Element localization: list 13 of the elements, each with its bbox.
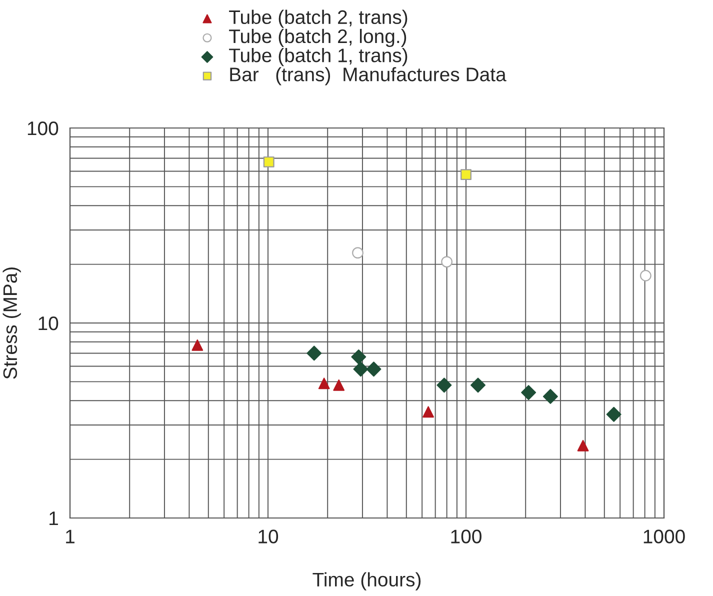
y-axis-title: Stress (MPa) [2,267,21,379]
y-tick-label: 1 [50,512,58,526]
legend-label: Bar (trans) Manufactures Data [230,67,506,86]
y-tick-label: 100 [28,121,58,136]
x-tick-label: 10 [258,530,278,544]
x-tick-label: 1 [66,530,74,544]
x-tick-label: 100 [451,530,482,544]
legend-label: Tube (batch 1, trans) [229,48,408,66]
x-axis-title: Time (hours) [312,572,421,590]
legend-label: Tube (batch 2, long.) [229,28,406,47]
x-tick-label: 1000 [644,530,685,544]
legend-label: Tube (batch 2, trans) [229,10,408,28]
y-tick-label: 10 [38,316,58,330]
